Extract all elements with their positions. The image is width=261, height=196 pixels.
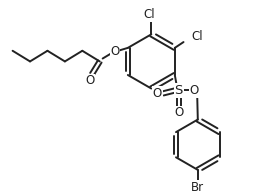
Text: Cl: Cl [191, 30, 203, 43]
Text: O: O [189, 84, 199, 97]
Text: O: O [111, 45, 120, 58]
Text: O: O [153, 87, 162, 100]
Text: O: O [174, 106, 183, 119]
Text: Cl: Cl [144, 8, 155, 21]
Text: Br: Br [191, 181, 204, 194]
Text: O: O [85, 74, 95, 87]
Text: S: S [175, 84, 183, 97]
